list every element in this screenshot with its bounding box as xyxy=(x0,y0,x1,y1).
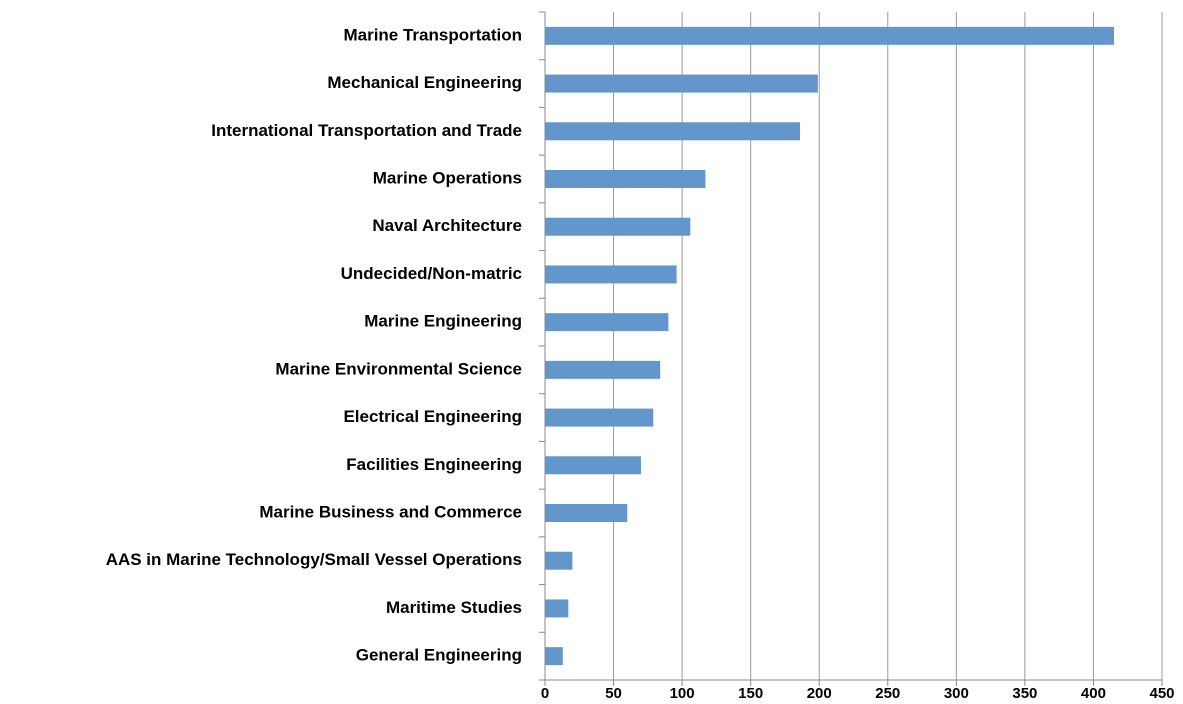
category-label: International Transportation and Trade xyxy=(211,121,522,140)
bar xyxy=(545,599,569,618)
bar xyxy=(545,26,1115,45)
category-label: Marine Engineering xyxy=(364,312,522,331)
bar xyxy=(545,170,706,188)
bar xyxy=(545,456,641,475)
category-label: Electrical Engineering xyxy=(343,407,522,426)
category-label: Maritime Studies xyxy=(386,598,522,617)
bar xyxy=(545,122,801,141)
category-label: General Engineering xyxy=(356,646,522,665)
category-label: Undecided/Non-matric xyxy=(341,264,522,283)
bar xyxy=(545,647,563,666)
category-label: Marine Transportation xyxy=(343,25,522,44)
category-label: AAS in Marine Technology/Small Vessel Op… xyxy=(106,550,522,569)
x-tick-label: 50 xyxy=(605,685,622,702)
x-tick-label: 450 xyxy=(1149,685,1174,702)
bar xyxy=(545,217,691,236)
category-label: Mechanical Engineering xyxy=(327,73,522,92)
category-label: Marine Operations xyxy=(373,168,522,187)
x-tick-label: 0 xyxy=(541,685,549,702)
bar xyxy=(545,504,628,522)
x-tick-label: 250 xyxy=(875,685,900,702)
x-tick-label: 400 xyxy=(1081,685,1106,702)
x-tick-label: 150 xyxy=(738,685,763,702)
category-label: Facilities Engineering xyxy=(346,455,522,474)
bar xyxy=(545,265,677,284)
bar xyxy=(545,313,669,332)
category-label: Marine Business and Commerce xyxy=(259,502,522,521)
bar xyxy=(545,74,818,93)
category-label: Marine Environmental Science xyxy=(275,359,522,378)
bar xyxy=(545,551,573,570)
x-tick-label: 350 xyxy=(1012,685,1037,702)
x-tick-label: 300 xyxy=(944,685,969,702)
x-tick-label: 200 xyxy=(807,685,832,702)
bar xyxy=(545,360,661,379)
x-tick-label: 100 xyxy=(670,685,695,702)
bar xyxy=(545,408,654,427)
category-label: Naval Architecture xyxy=(372,216,522,235)
